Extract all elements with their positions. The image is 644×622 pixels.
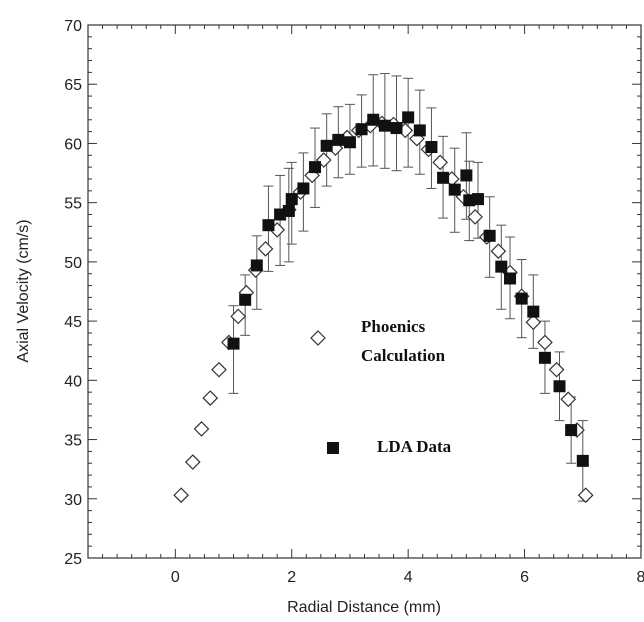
phoenics-point (432, 154, 449, 171)
lda-point (402, 111, 415, 124)
lda-point (504, 272, 517, 285)
phoenics-point (537, 334, 553, 351)
lda-point (437, 171, 450, 184)
phoenics-point (577, 487, 594, 504)
phoenics-point (548, 361, 565, 378)
lda-point (239, 293, 252, 306)
plot-area-border (87, 24, 642, 559)
phoenics-point (560, 391, 577, 408)
x-tick-label: 6 (520, 569, 529, 586)
lda-point (448, 183, 461, 196)
phoenics-point (490, 243, 507, 260)
phoenics-point (202, 390, 219, 406)
lda-point (282, 204, 295, 217)
y-tick-label: 50 (64, 255, 82, 272)
lda-point (553, 380, 566, 393)
legend: Phoenics Calculation LDA Data (310, 317, 452, 456)
legend-entry-lda: LDA Data (327, 437, 452, 456)
lda-point (367, 113, 380, 126)
lda-point (343, 136, 356, 149)
y-tick-label: 30 (64, 492, 82, 509)
x-tick-label: 4 (404, 569, 413, 586)
lda-point (250, 259, 263, 272)
y-tick-label: 65 (64, 77, 82, 94)
lda-point (320, 139, 333, 152)
phoenics-point (525, 314, 542, 331)
legend-label-lda: LDA Data (377, 437, 452, 456)
lda-point (425, 140, 438, 153)
lda-point (495, 260, 508, 273)
lda-point (413, 124, 426, 137)
legend-label-phoenics-line2: Calculation (361, 346, 446, 365)
phoenics-point (230, 308, 247, 325)
y-tick-label: 25 (64, 551, 82, 568)
lda-point (378, 119, 391, 132)
phoenics-point (173, 487, 189, 504)
lda-point (538, 351, 551, 364)
phoenics-point (257, 241, 274, 257)
y-tick-label: 70 (64, 18, 82, 35)
lda-point (576, 454, 589, 467)
lda-point (527, 305, 540, 318)
lda-point (309, 161, 322, 174)
series-lda-data (227, 111, 589, 467)
lda-point (460, 169, 473, 182)
lda-point (262, 219, 275, 232)
phoenics-point (467, 209, 483, 225)
phoenics-point (184, 454, 201, 470)
y-tick-label: 45 (64, 314, 82, 331)
y-tick-label: 40 (64, 373, 82, 390)
lda-point (483, 229, 496, 242)
lda-point (297, 182, 310, 195)
x-tick-label: 0 (171, 569, 180, 586)
lda-point (565, 424, 578, 437)
lda-point (332, 133, 345, 146)
lda-point (390, 122, 403, 135)
legend-marker-square (327, 442, 339, 454)
axis-ticks (87, 24, 642, 559)
lda-point (227, 337, 240, 350)
y-tick-label: 60 (64, 136, 82, 153)
y-tick-label: 35 (64, 433, 82, 450)
legend-entry-phoenics: Phoenics Calculation (310, 317, 446, 365)
phoenics-point (193, 421, 210, 437)
lda-point (472, 193, 485, 206)
x-axis-title: Radial Distance (mm) (287, 599, 441, 616)
plot-frame (87, 24, 642, 559)
y-axis-title: Axial Velocity (cm/s) (15, 219, 32, 362)
y-tick-label: 55 (64, 196, 82, 213)
lda-point (355, 123, 368, 136)
legend-marker-diamond (310, 330, 326, 346)
lda-point (285, 193, 298, 206)
x-tick-label: 8 (637, 569, 644, 586)
lda-point (515, 292, 528, 305)
axis-tick-labels: 25 30 35 40 45 50 55 60 65 70 0 2 4 6 8 (64, 18, 644, 586)
x-tick-label: 2 (287, 569, 296, 586)
phoenics-point (211, 361, 227, 378)
legend-label-phoenics-line1: Phoenics (361, 317, 426, 336)
